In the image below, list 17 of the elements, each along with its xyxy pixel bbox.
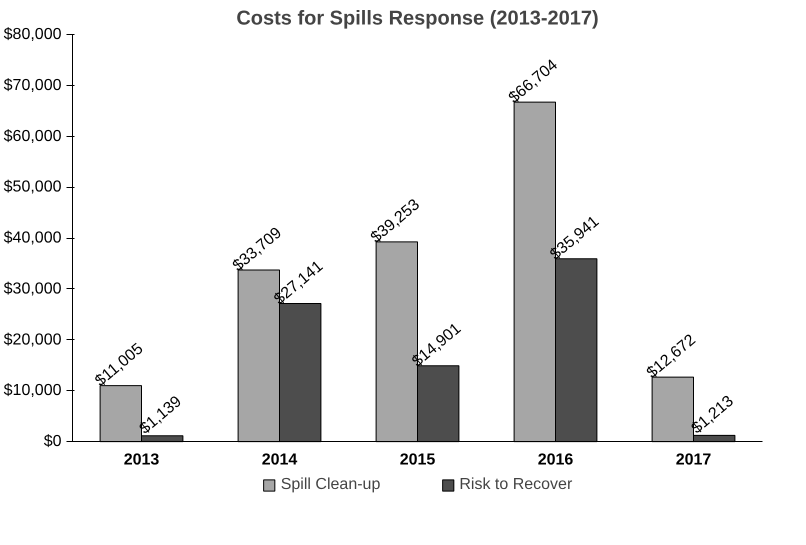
chart-title: Costs for Spills Response (2013-2017) [236, 8, 599, 30]
x-tick-label: 2016 [538, 452, 574, 469]
y-tick-label: $0 [44, 433, 62, 450]
legend-label: Spill Clean-up [280, 476, 380, 494]
legend-label: Risk to Recover [459, 476, 572, 494]
y-tick-label: $10,000 [4, 382, 62, 400]
y-tick-label: $30,000 [4, 280, 62, 298]
y-tick-label: $40,000 [4, 230, 62, 247]
x-tick-label: 2013 [124, 452, 160, 469]
x-tick-label: 2015 [400, 452, 436, 469]
x-tick-label: 2014 [262, 452, 298, 469]
y-tick-label: $70,000 [4, 76, 62, 94]
y-tick-label: $60,000 [4, 128, 62, 145]
y-tick-label: $50,000 [4, 178, 62, 196]
y-tick-label: $20,000 [4, 331, 62, 348]
y-tick-label: $80,000 [4, 26, 62, 43]
x-tick-label: 2017 [676, 452, 712, 469]
